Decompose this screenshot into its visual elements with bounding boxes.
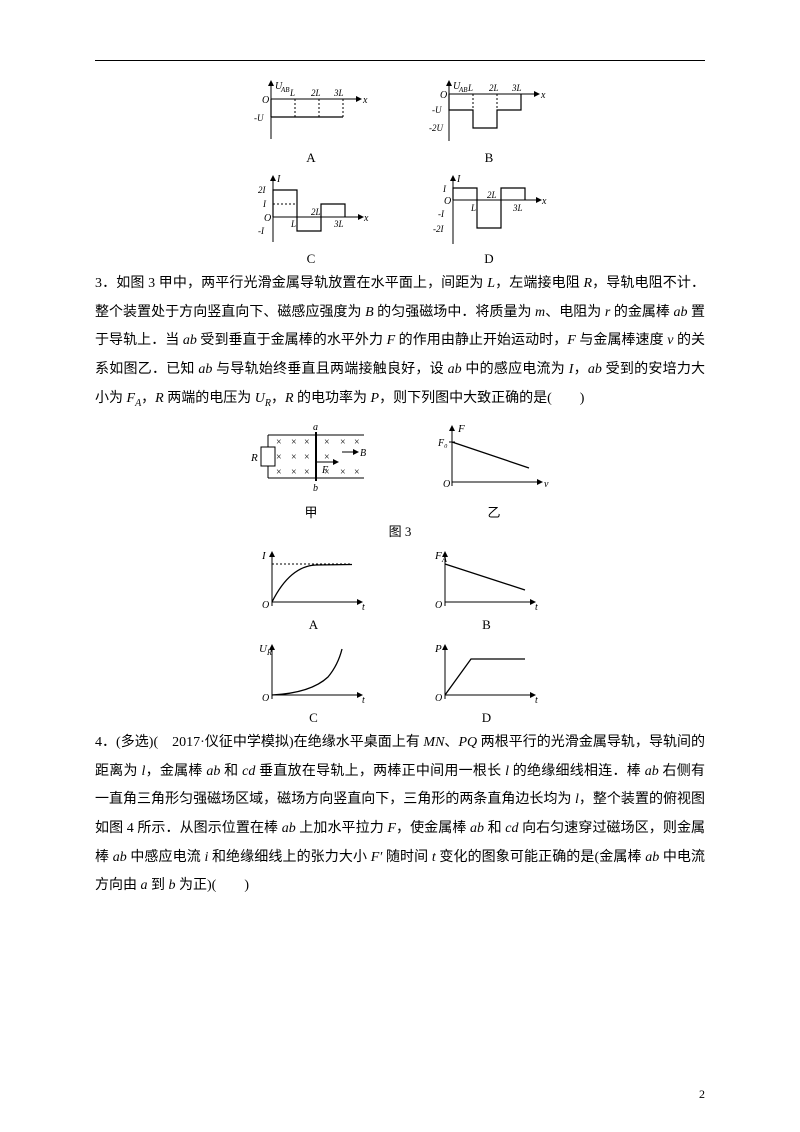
svg-text:O: O [264, 213, 271, 224]
svg-text:t: t [535, 695, 538, 706]
figure-3-row: R a b F B ×××××× ×××× ×××××× 甲 [95, 420, 705, 521]
figure-C: I O x L 2L 3L I 2I -I C [251, 172, 371, 267]
svg-text:O: O [262, 600, 269, 611]
svg-text:F₀: F₀ [437, 438, 448, 449]
svg-text:I: I [456, 174, 461, 185]
svg-text:P: P [434, 643, 442, 655]
svg-text:-2I: -2I [433, 224, 444, 234]
svg-text:t: t [362, 695, 365, 706]
svg-text:2L: 2L [311, 88, 321, 98]
svg-text:O: O [435, 600, 442, 611]
svg-text:B: B [360, 448, 366, 459]
figure-row-1: UAB O x L 2L 3L -U A UAB [95, 79, 705, 166]
svg-text:×: × [324, 452, 330, 463]
svg-text:L: L [467, 83, 473, 93]
svg-text:-U: -U [254, 113, 264, 123]
origin: O [262, 95, 269, 106]
svg-text:2I: 2I [258, 185, 267, 195]
svg-text:×: × [354, 437, 360, 448]
svg-text:F: F [434, 550, 442, 562]
page-number: 2 [699, 1087, 705, 1102]
svg-text:L: L [290, 219, 296, 229]
svg-text:2L: 2L [489, 83, 499, 93]
svg-text:I: I [262, 199, 267, 209]
question-3-text: 3．如图 3 甲中，两平行光滑金属导轨放置在水平面上，间距为 L，左端接电阻 R… [95, 270, 705, 414]
svg-text:F: F [457, 423, 465, 435]
svg-text:L: L [289, 88, 295, 98]
svg-text:R: R [266, 648, 272, 657]
svg-text:2L: 2L [487, 190, 497, 200]
svg-text:O: O [440, 90, 447, 101]
svg-text:2L: 2L [311, 207, 321, 217]
svg-text:b: b [313, 483, 318, 494]
svg-text:-2U: -2U [429, 123, 443, 133]
svg-text:I: I [442, 184, 447, 194]
svg-text:×: × [354, 467, 360, 478]
svg-text:×: × [324, 467, 330, 478]
question-4-text: 4．(多选)( 2017·仪征中学模拟)在绝缘水平桌面上有 MN、PQ 两根平行… [95, 729, 705, 901]
svg-text:-I: -I [258, 226, 265, 236]
figure-3C: UR O t C [256, 639, 371, 726]
svg-text:O: O [444, 196, 451, 207]
svg-text:×: × [304, 467, 310, 478]
svg-text:×: × [304, 452, 310, 463]
page-top-rule [95, 60, 705, 61]
svg-text:O: O [262, 693, 269, 704]
svg-text:AB: AB [458, 86, 468, 94]
fig-label-A: A [306, 150, 315, 166]
svg-text:L: L [470, 203, 476, 213]
svg-text:t: t [362, 602, 365, 613]
svg-text:t: t [535, 602, 538, 613]
figure-row-3: I O t A FA O t B [95, 546, 705, 633]
figure-3-jia: R a b F B ×××××× ×××× ×××××× 甲 [246, 420, 376, 521]
svg-text:×: × [276, 437, 282, 448]
svg-text:x: x [363, 213, 369, 224]
svg-text:×: × [324, 437, 330, 448]
figure-3-yi: F O v F₀ 乙 [434, 420, 554, 521]
svg-text:×: × [340, 437, 346, 448]
figure-row-4: UR O t C P O t D [95, 639, 705, 726]
svg-text:v: v [544, 479, 549, 490]
svg-text:x: x [540, 90, 546, 101]
svg-text:×: × [291, 437, 297, 448]
figure-B: UAB O x L 2L 3L -U -2U B [429, 79, 549, 166]
svg-text:a: a [313, 422, 318, 433]
figure-3-caption: 图 3 [95, 521, 705, 540]
svg-text:O: O [435, 693, 442, 704]
svg-text:I: I [261, 550, 267, 562]
figure-D: I O x L 2L 3L I -I -2I D [429, 172, 549, 267]
svg-text:×: × [291, 467, 297, 478]
svg-text:3L: 3L [333, 219, 344, 229]
figure-3A: I O t A [256, 546, 371, 633]
figure-row-2: I O x L 2L 3L I 2I -I C I O [95, 172, 705, 267]
figure-3D: P O t D [429, 639, 544, 726]
xlabel: x [362, 95, 368, 106]
svg-text:A: A [441, 555, 447, 564]
svg-text:-U: -U [432, 105, 442, 115]
svg-text:×: × [304, 437, 310, 448]
svg-text:AB: AB [280, 86, 290, 94]
figure-3B: FA O t B [429, 546, 544, 633]
svg-text:×: × [276, 452, 282, 463]
svg-text:3L: 3L [511, 83, 522, 93]
svg-text:x: x [541, 196, 547, 207]
svg-text:×: × [276, 467, 282, 478]
svg-text:×: × [291, 452, 297, 463]
svg-text:R: R [250, 452, 258, 464]
svg-text:I: I [276, 174, 281, 185]
svg-text:O: O [443, 479, 450, 490]
svg-text:3L: 3L [512, 203, 523, 213]
svg-text:-I: -I [438, 209, 445, 219]
figure-A: UAB O x L 2L 3L -U A [251, 79, 371, 166]
svg-text:3L: 3L [333, 88, 344, 98]
svg-text:×: × [340, 467, 346, 478]
